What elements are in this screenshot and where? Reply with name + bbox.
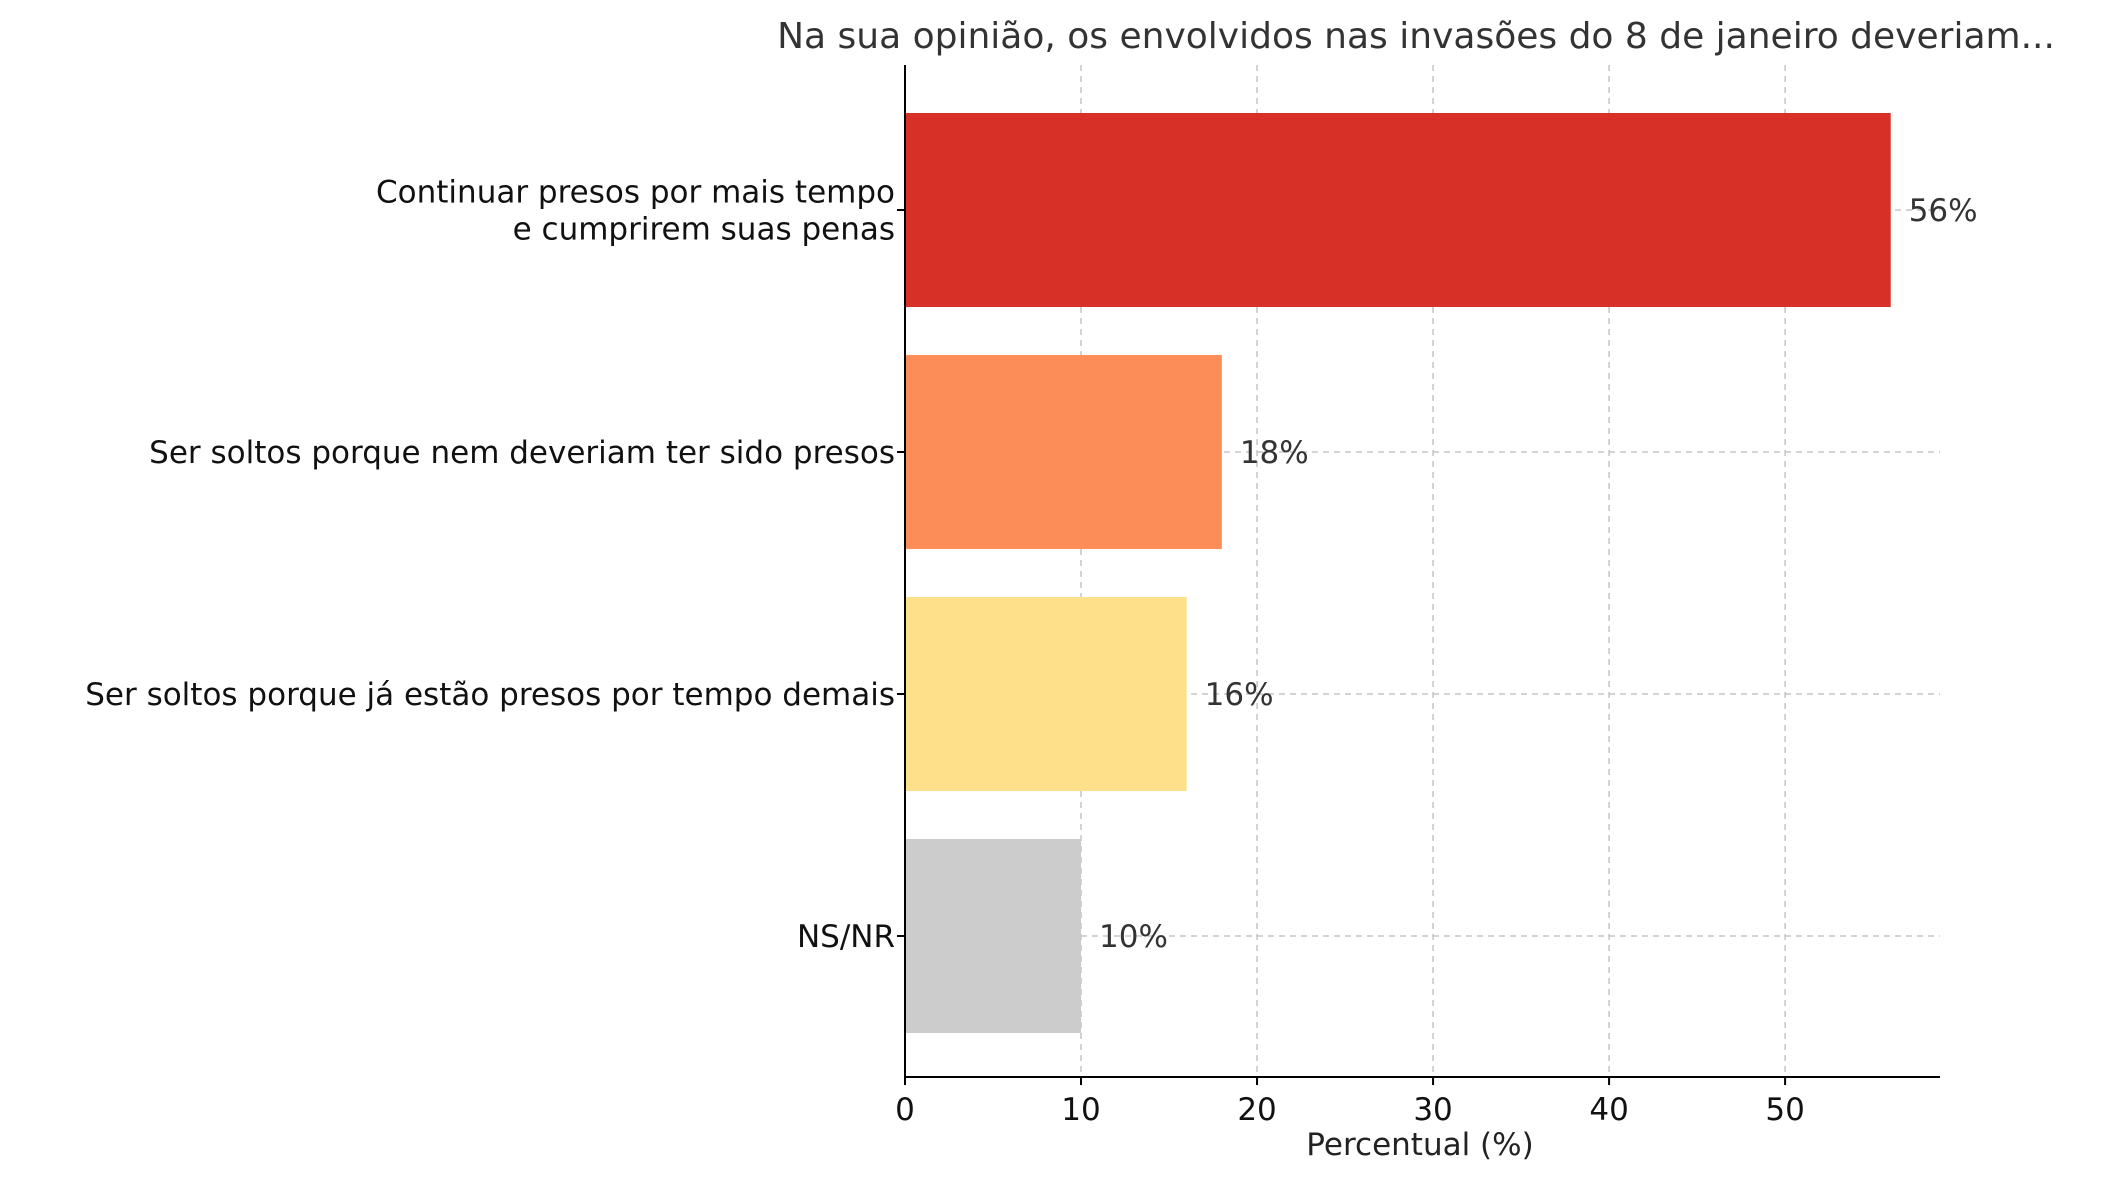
- bar: [905, 113, 1891, 307]
- x-axis-label: Percentual (%): [1306, 1127, 1533, 1163]
- value-label: 16%: [1205, 677, 1274, 713]
- bar: [905, 839, 1082, 1033]
- category-label: Ser soltos porque já estão presos por te…: [85, 677, 895, 713]
- category-label: Ser soltos porque nem deveriam ter sido …: [149, 435, 895, 471]
- bar: [905, 355, 1222, 549]
- x-tick-label: 10: [1061, 1092, 1100, 1128]
- x-tick-label: 50: [1765, 1092, 1804, 1128]
- value-label: 56%: [1909, 193, 1978, 229]
- x-tick-label: 20: [1237, 1092, 1276, 1128]
- x-tick-label: 30: [1413, 1092, 1452, 1128]
- category-label: e cumprirem suas penas: [513, 212, 895, 248]
- value-label: 10%: [1099, 919, 1168, 955]
- axes: [904, 65, 1940, 1078]
- category-label: NS/NR: [797, 919, 895, 955]
- x-tick-label: 40: [1589, 1092, 1628, 1128]
- value-labels: 56% 18% 16% 10%: [1099, 193, 1978, 955]
- bar: [905, 597, 1187, 791]
- category-label: Continuar presos por mais tempo: [376, 175, 895, 211]
- x-tick-label: 0: [895, 1092, 915, 1128]
- value-label: 18%: [1240, 435, 1309, 471]
- bars: [905, 113, 1891, 1033]
- chart-title: Na sua opinião, os envolvidos nas invasõ…: [777, 16, 2055, 57]
